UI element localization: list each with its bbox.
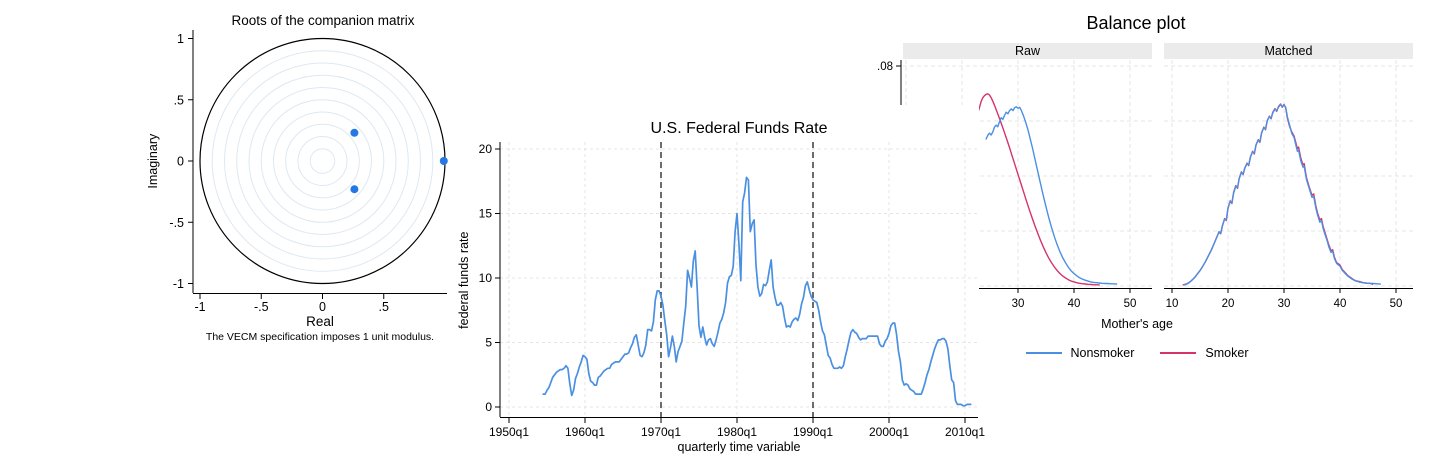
panel-strip-matched: Matched bbox=[1164, 43, 1413, 59]
fedfunds-chart-title: U.S. Federal Funds Rate bbox=[650, 120, 828, 137]
tick-label: .08 bbox=[877, 61, 893, 73]
tick-label: .5 bbox=[379, 300, 389, 314]
tick-label: 50 bbox=[1390, 298, 1403, 310]
legend-label-smoker: Smoker bbox=[1205, 346, 1249, 360]
roots-x-axis-label: Real bbox=[306, 314, 334, 329]
fedfunds-graph-background bbox=[455, 105, 979, 465]
fedfunds-chart: 0 5 10 15 20 1950q1 1960q1 1970q1 1980q1 1990q1 20… bbox=[479, 142, 985, 439]
tick-label: 40 bbox=[1068, 298, 1081, 310]
tick-label: 1950q1 bbox=[489, 425, 529, 439]
tick-label: 2010q1 bbox=[945, 425, 985, 439]
tick-label: 5 bbox=[485, 336, 492, 350]
tick-label: 1990q1 bbox=[793, 425, 833, 439]
tick-label: 30 bbox=[1278, 298, 1291, 310]
tick-label: 2000q1 bbox=[869, 425, 909, 439]
tick-label: 0 bbox=[319, 300, 326, 314]
tick-label: 40 bbox=[1334, 298, 1347, 310]
roots-chart: 1 .5 0 -.5 -1 -1 -.5 0 .5 bbox=[169, 30, 448, 314]
panel-strip-raw-label: Raw bbox=[1014, 44, 1040, 58]
tick-label: .5 bbox=[174, 93, 184, 107]
tick-label: 10 bbox=[1166, 298, 1179, 310]
tick-label: 0 bbox=[485, 400, 492, 414]
smoker-line-key bbox=[1160, 352, 1197, 354]
fedfunds-y-axis-label: federal funds rate bbox=[456, 231, 471, 329]
tick-label: -1 bbox=[194, 300, 205, 314]
nonsmoker-line-key bbox=[1025, 352, 1062, 354]
roots-footnote: The VECM specification imposes 1 unit mo… bbox=[205, 331, 435, 343]
balance-plot-title: Balance plot bbox=[1086, 13, 1186, 33]
tick-label: 1 bbox=[177, 32, 184, 46]
balance-x-axis-label: Mother's age bbox=[1101, 317, 1173, 331]
panel-strip-matched-label: Matched bbox=[1264, 44, 1313, 58]
tick-label: 30 bbox=[1012, 298, 1025, 310]
balance-legend: Nonsmoker Smoker bbox=[1002, 345, 1272, 361]
tick-label: -1 bbox=[173, 277, 184, 291]
fedfunds-x-axis-label: quarterly time variable bbox=[677, 440, 801, 454]
roots-chart-title: Roots of the companion matrix bbox=[231, 13, 415, 28]
tick-label: 50 bbox=[1124, 298, 1137, 310]
legend-entry-nonsmoker: Nonsmoker bbox=[1025, 346, 1135, 360]
tick-label: 10 bbox=[479, 271, 493, 285]
roots-y-axis-label: Imaginary bbox=[145, 133, 160, 189]
tick-label: 1970q1 bbox=[641, 425, 681, 439]
tick-label: 20 bbox=[1222, 298, 1235, 310]
tick-label: 1960q1 bbox=[565, 425, 605, 439]
tick-label: -.5 bbox=[254, 300, 269, 314]
tick-label: 15 bbox=[479, 207, 493, 221]
eigenvalue-root-dot bbox=[350, 128, 359, 137]
eigenvalue-root-dot bbox=[439, 157, 448, 165]
tick-label: -.5 bbox=[169, 216, 184, 230]
legend-entry-smoker: Smoker bbox=[1160, 346, 1249, 360]
legend-label-nonsmoker: Nonsmoker bbox=[1070, 346, 1135, 360]
tick-label: 1980q1 bbox=[717, 425, 757, 439]
tick-label: 20 bbox=[479, 142, 493, 156]
tick-label: 0 bbox=[177, 155, 184, 169]
panel-strip-raw: Raw bbox=[903, 43, 1152, 59]
eigenvalue-root-dot bbox=[350, 185, 359, 194]
